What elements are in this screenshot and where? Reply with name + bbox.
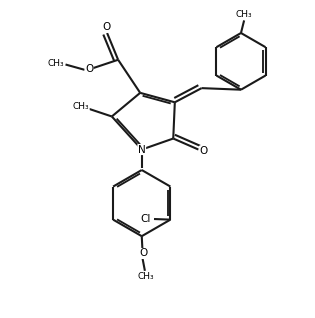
Text: CH₃: CH₃ xyxy=(236,10,252,18)
Text: O: O xyxy=(139,248,147,259)
Text: N: N xyxy=(138,145,146,155)
Text: O: O xyxy=(102,22,111,32)
Text: CH₃: CH₃ xyxy=(48,59,64,68)
Text: CH₃: CH₃ xyxy=(73,102,89,111)
Text: O: O xyxy=(199,146,208,156)
Text: CH₃: CH₃ xyxy=(137,272,154,281)
Text: O: O xyxy=(85,64,93,73)
Text: Cl: Cl xyxy=(140,214,150,224)
